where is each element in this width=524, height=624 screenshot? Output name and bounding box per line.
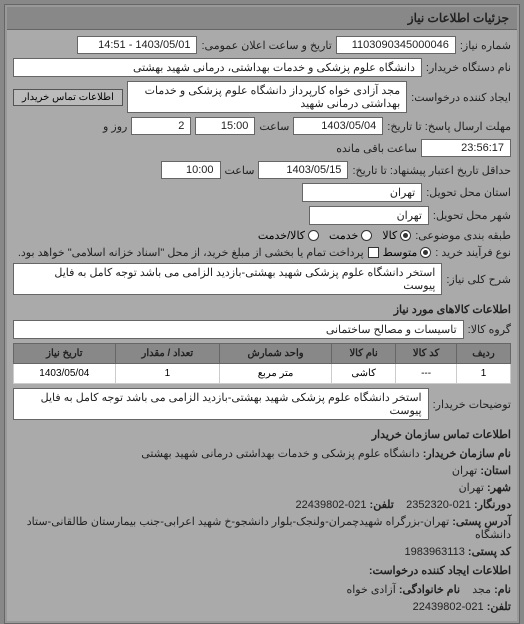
contact-fax-phone: دورنگار: 021-2352320 تلفن: 021-22439802 bbox=[13, 496, 511, 513]
pay-checkbox[interactable] bbox=[368, 247, 379, 258]
process-opt-0: متوسط bbox=[383, 246, 418, 259]
cell: 1403/05/04 bbox=[14, 364, 116, 384]
radio-icon bbox=[308, 230, 319, 241]
cell: کاشی bbox=[332, 364, 396, 384]
req-number-label: شماره نیاز: bbox=[460, 39, 511, 52]
contact-province-label: استان: bbox=[480, 465, 511, 477]
col-5: تاریخ نیاز bbox=[14, 344, 116, 364]
contact-province-val: تهران bbox=[452, 465, 477, 477]
valid-time-field: 10:00 bbox=[161, 161, 221, 179]
cell: --- bbox=[396, 364, 457, 384]
contact-postal-val: 1983963113 bbox=[404, 546, 464, 558]
deadline-label: مهلت ارسال پاسخ: تا تاریخ: bbox=[387, 120, 511, 133]
deadline-remain-label: ساعت باقی مانده bbox=[336, 142, 417, 155]
contact-postal: کد پستی: 1983963113 bbox=[13, 543, 511, 560]
creator-name-line: نام: مجد نام خانوادگی: آزادی خواه bbox=[13, 581, 511, 598]
req-datetime-label: تاریخ و ساعت اعلان عمومی: bbox=[201, 39, 331, 52]
req-datetime-field: 1403/05/01 - 14:51 bbox=[77, 36, 197, 54]
creator-field: مجد آزادی خواه کارپرداز دانشگاه علوم پزش… bbox=[127, 81, 407, 113]
creator-name-label: نام: bbox=[494, 584, 511, 596]
contact-phone-label: تلفن: bbox=[370, 499, 394, 511]
process-radio-group: متوسط bbox=[383, 246, 432, 259]
req-number-field: 1103090345000046 bbox=[336, 36, 456, 54]
goods-title: اطلاعات کالاهای مورد نیاز bbox=[13, 299, 511, 320]
valid-date-field: 1403/05/15 bbox=[258, 161, 348, 179]
buyer-org-label: نام دستگاه خریدار: bbox=[426, 61, 511, 74]
valid-label: حداقل تاریخ اعتبار پیشنهاد: تا تاریخ: bbox=[352, 164, 511, 177]
cell: 1 bbox=[456, 364, 510, 384]
creator-phone-label: تلفن: bbox=[487, 601, 511, 613]
city-label: شهر محل تحویل: bbox=[433, 209, 511, 222]
class-radio-khedmat[interactable]: خدمت bbox=[329, 229, 372, 242]
city-field: تهران bbox=[309, 206, 429, 225]
panel-title: جزئیات اطلاعات نیاز bbox=[7, 7, 517, 30]
radio-icon bbox=[400, 230, 411, 241]
contact-city: شهر: تهران bbox=[13, 479, 511, 496]
contact-phone-val: 021-22439802 bbox=[295, 499, 366, 511]
contact-fax-label: دورنگار: bbox=[474, 499, 511, 511]
desc-label: شرح کلی نیاز: bbox=[446, 273, 511, 286]
deadline-remain-field: 23:56:17 bbox=[421, 139, 511, 157]
col-0: ردیف bbox=[456, 344, 510, 364]
deadline-date-field: 1403/05/04 bbox=[293, 117, 383, 135]
pay-note: پرداخت تمام یا بخشی از مبلغ خرید، از محل… bbox=[18, 246, 364, 259]
contact-address-val: تهران-بزرگراه شهیدچمران-ولنجک-بلوار دانش… bbox=[27, 516, 511, 541]
creator-label: ایجاد کننده درخواست: bbox=[411, 91, 511, 104]
col-1: کد کالا bbox=[396, 344, 457, 364]
buyer-contact-button[interactable]: اطلاعات تماس خریدار bbox=[13, 89, 123, 106]
table-header-row: ردیف کد کالا نام کالا واحد شمارش تعداد /… bbox=[14, 344, 511, 364]
contact-title: اطلاعات تماس سازمان خریدار bbox=[13, 424, 511, 445]
deadline-time-label: ساعت bbox=[259, 120, 289, 133]
goods-group-field: تاسیسات و مصالح ساختمانی bbox=[13, 320, 464, 339]
col-2: نام کالا bbox=[332, 344, 396, 364]
radio-icon bbox=[361, 230, 372, 241]
panel-body: شماره نیاز: 1103090345000046 تاریخ و ساع… bbox=[7, 30, 517, 621]
cell: 1 bbox=[115, 364, 219, 384]
contact-province: استان: تهران bbox=[13, 462, 511, 479]
process-label: نوع فرآیند خرید : bbox=[435, 246, 511, 259]
process-radio-med[interactable]: متوسط bbox=[383, 246, 432, 259]
table-row[interactable]: 1 --- کاشی متر مربع 1 1403/05/04 bbox=[14, 364, 511, 384]
notes-label: توضیحات خریدار: bbox=[433, 398, 511, 411]
col-4: تعداد / مقدار bbox=[115, 344, 219, 364]
desc-field: استخر دانشگاه علوم پزشکی شهید بهشتی-بازد… bbox=[13, 263, 442, 295]
goods-table: ردیف کد کالا نام کالا واحد شمارش تعداد /… bbox=[13, 343, 511, 384]
deadline-days-field: 2 bbox=[131, 117, 191, 135]
class-radio-both[interactable]: کالا/خدمت bbox=[258, 229, 319, 242]
class-opt-1: خدمت bbox=[329, 229, 358, 242]
contact-postal-label: کد پستی: bbox=[468, 546, 511, 558]
class-radio-group: کالا خدمت کالا/خدمت bbox=[258, 229, 411, 242]
creator-phone-line: تلفن: 021-22439802 bbox=[13, 598, 511, 615]
contact-org-label: نام سازمان خریدار: bbox=[423, 448, 511, 460]
cell: متر مربع bbox=[220, 364, 332, 384]
radio-icon bbox=[420, 247, 431, 258]
creator-lname-label: نام خانوادگی: bbox=[399, 584, 460, 596]
creator-name-val: مجد bbox=[472, 584, 491, 596]
buyer-org-field: دانشگاه علوم پزشکی و خدمات بهداشتی، درما… bbox=[13, 58, 422, 77]
contact-address-label: آدرس پستی: bbox=[452, 516, 511, 528]
class-label: طبقه بندی موضوعی: bbox=[415, 229, 511, 242]
creator-title: اطلاعات ایجاد کننده درخواست: bbox=[13, 560, 511, 581]
notes-field: استخر دانشگاه علوم پزشکی شهید بهشتی-بازد… bbox=[13, 388, 429, 420]
creator-lname-val: آزادی خواه bbox=[346, 584, 395, 596]
deadline-time-field: 15:00 bbox=[195, 117, 255, 135]
contact-org-val: دانشگاه علوم پزشکی و خدمات بهداشتی درمان… bbox=[141, 448, 419, 460]
contact-fax-val: 021-2352320 bbox=[406, 499, 471, 511]
details-panel: جزئیات اطلاعات نیاز شماره نیاز: 11030903… bbox=[4, 4, 520, 624]
province-field: تهران bbox=[302, 183, 422, 202]
goods-group-label: گروه کالا: bbox=[468, 323, 511, 336]
deadline-days-label: روز و bbox=[103, 120, 127, 133]
class-opt-0: کالا bbox=[382, 229, 397, 242]
contact-org: نام سازمان خریدار: دانشگاه علوم پزشکی و … bbox=[13, 445, 511, 462]
class-radio-kala[interactable]: کالا bbox=[382, 229, 411, 242]
col-3: واحد شمارش bbox=[220, 344, 332, 364]
creator-phone-val: 021-22439802 bbox=[413, 601, 484, 613]
contact-city-val: تهران bbox=[459, 482, 484, 494]
contact-city-label: شهر: bbox=[487, 482, 511, 494]
class-opt-2: کالا/خدمت bbox=[258, 229, 305, 242]
valid-time-label: ساعت bbox=[225, 164, 255, 177]
contact-address: آدرس پستی: تهران-بزرگراه شهیدچمران-ولنجک… bbox=[13, 513, 511, 543]
province-label: استان محل تحویل: bbox=[426, 186, 511, 199]
